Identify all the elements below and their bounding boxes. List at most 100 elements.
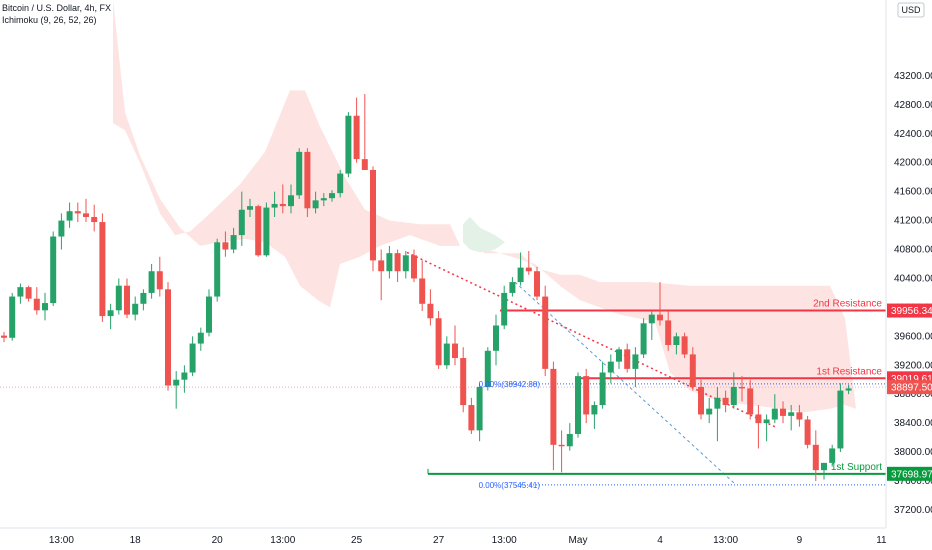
candle-body: [58, 220, 65, 237]
candle-body: [804, 419, 811, 445]
candle-body: [673, 336, 680, 346]
candle: [681, 332, 688, 359]
candle-body: [616, 349, 622, 362]
candle: [591, 401, 598, 429]
candle: [99, 213, 106, 322]
tag-bg: [887, 466, 932, 481]
candle: [230, 227, 237, 254]
candle: [263, 202, 270, 257]
candle: [632, 347, 639, 387]
candle-body: [648, 314, 655, 324]
time-tick-label: 13:00: [270, 535, 295, 546]
candle: [132, 296, 139, 321]
candle: [353, 97, 360, 163]
candle: [296, 148, 303, 199]
currency-badge[interactable]: USD: [897, 2, 925, 18]
candle-body: [534, 271, 540, 297]
candle-body: [140, 292, 147, 304]
candle-body: [206, 296, 212, 333]
candle: [812, 430, 819, 481]
candle-body: [337, 173, 344, 194]
price-tick-label: 37200.00: [894, 505, 932, 516]
candle-body: [197, 332, 204, 344]
candle: [181, 365, 188, 393]
time-tick-label: 11: [876, 535, 887, 546]
candle: [484, 347, 491, 391]
price-axis[interactable]: 37200.00 37600.00 38000.00 38400.00 38800.00…: [887, 71, 932, 516]
price-tick-label: 41200.00: [894, 216, 932, 227]
currency-label: USD: [901, 5, 921, 15]
candle: [435, 311, 442, 369]
candle: [271, 191, 278, 217]
candle-body: [394, 253, 401, 272]
price-tick-label: 37600.00: [894, 476, 932, 487]
candle-body: [427, 303, 434, 319]
candle-body: [50, 236, 57, 304]
tag-label: 39956.34: [891, 306, 932, 317]
candle: [50, 231, 57, 306]
candle: [837, 383, 844, 453]
candle-body: [763, 419, 770, 424]
candle-body: [755, 414, 762, 424]
candle: [829, 444, 836, 467]
time-tick-label: 27: [433, 535, 445, 546]
candle: [148, 264, 155, 299]
time-axis[interactable]: 13:00 18 20 13:00 25 27 13:00 May 4 13:00 9 11: [49, 535, 887, 546]
candle: [616, 347, 622, 369]
candle-body: [74, 211, 81, 214]
tag-bg: [887, 380, 932, 395]
candle: [312, 191, 319, 214]
candle: [58, 213, 65, 250]
candle-body: [312, 200, 319, 209]
candle: [558, 430, 565, 473]
candle-body: [353, 115, 360, 160]
candle: [493, 314, 499, 366]
price-tick-label: 42400.00: [894, 129, 932, 140]
candle: [419, 260, 426, 312]
candle: [427, 289, 434, 326]
time-tick-label: 4: [657, 535, 663, 546]
fib-trendline: [514, 281, 736, 485]
candle: [247, 198, 253, 217]
candle-body: [25, 287, 32, 299]
candle-body: [714, 397, 721, 409]
candle: [730, 372, 737, 409]
candle: [91, 204, 98, 232]
candle-body: [730, 386, 737, 406]
candle: [566, 423, 573, 451]
candle: [173, 371, 180, 409]
candle-body: [542, 296, 549, 369]
candle: [238, 191, 245, 246]
candle: [796, 405, 803, 427]
candle-body: [230, 235, 237, 250]
candle-body: [468, 405, 475, 431]
price-tick-label: 39200.00: [894, 360, 932, 371]
candle: [197, 327, 204, 351]
current-price-tag: 38897.50: [887, 380, 932, 395]
candle-body: [550, 368, 557, 445]
candle-body: [296, 151, 303, 196]
candle-body: [345, 115, 352, 174]
candle-body: [124, 285, 130, 315]
candle: [534, 266, 540, 301]
candle: [411, 249, 417, 283]
candle-body: [665, 320, 672, 346]
candle-body: [329, 193, 335, 199]
candle: [304, 148, 311, 217]
candle-body: [525, 267, 532, 272]
trendlines: [406, 251, 776, 485]
level-name-1: 2nd Resistance: [813, 299, 882, 310]
candle-body: [706, 408, 713, 415]
candle-body: [33, 298, 40, 311]
candle: [599, 361, 606, 409]
candle: [607, 354, 614, 384]
candle-body: [484, 350, 491, 387]
candle-body: [361, 159, 368, 170]
candle: [66, 202, 73, 228]
candle-body: [624, 349, 631, 369]
candle-body: [632, 354, 639, 369]
candle: [337, 169, 344, 198]
candle: [821, 462, 827, 480]
tag-label: 39019.61: [891, 374, 932, 385]
